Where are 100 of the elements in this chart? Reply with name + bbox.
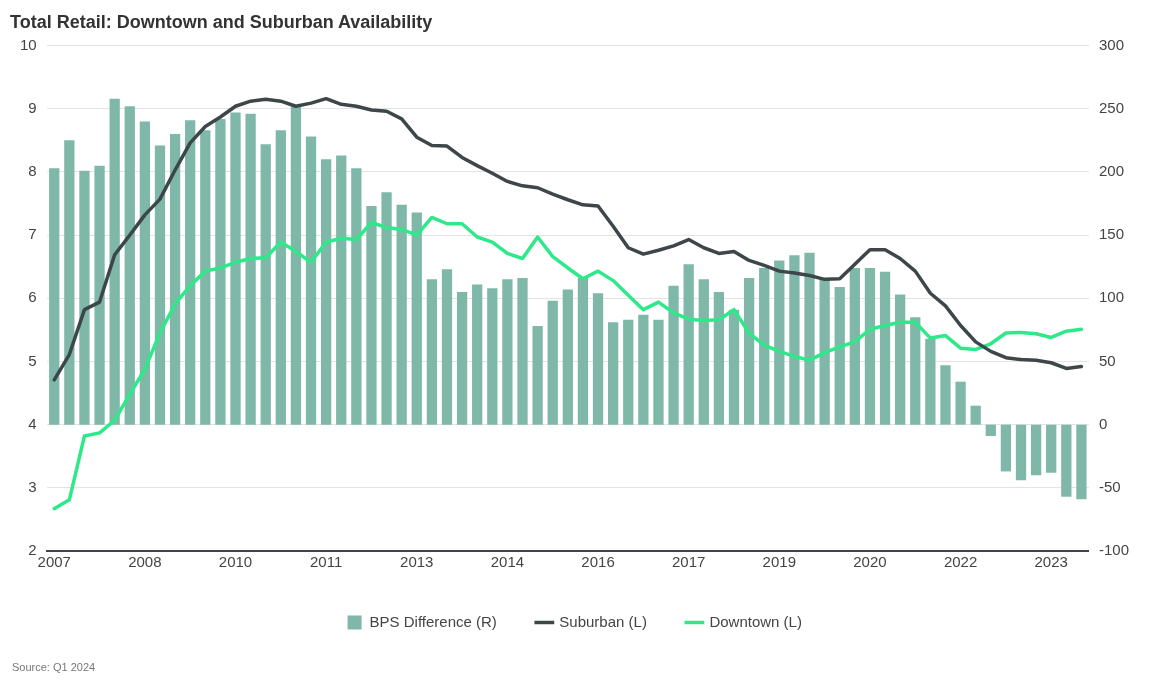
y2-tick-label: 50 [1098,351,1116,369]
bar [910,317,921,425]
bar [1076,424,1087,500]
bar [260,144,271,425]
bar [275,130,286,425]
bar [472,284,483,425]
bar [1015,424,1027,481]
y-tick-label: 6 [28,288,37,306]
y-tick-label: 8 [28,162,37,180]
bar [623,319,634,425]
bar [759,267,770,425]
bar [698,279,709,425]
y2-tick-label: -50 [1098,477,1121,495]
bar [441,269,453,425]
bar [502,279,513,425]
y-tick-label: 2 [28,541,37,559]
bar [608,322,619,425]
y2-tick-label: 300 [1098,35,1125,53]
bar [532,326,543,425]
bar [789,255,800,425]
source-note: Source: Q1 2024 [12,661,96,673]
bar [743,278,755,425]
y2-tick-label: 200 [1098,162,1125,180]
y-tick-label: 3 [28,477,37,495]
bar [774,260,785,425]
bar [1061,424,1072,497]
y2-tick-label: 0 [1098,414,1108,432]
bar [1000,424,1012,472]
bar [94,165,105,425]
bar [456,291,468,425]
bar [592,293,604,425]
bar [728,309,740,425]
bar [185,120,196,425]
x-tick-label: 2013 [400,553,434,571]
bar [79,170,90,425]
bar [139,121,151,425]
x-tick-label: 2016 [581,553,615,571]
bar [336,155,347,425]
bar [169,134,181,425]
bar [653,319,664,425]
y-tick-label: 10 [20,35,37,53]
bar [64,140,75,425]
x-tick-label: 2014 [490,553,525,571]
x-tick-label: 2007 [37,553,71,571]
bar [381,192,392,425]
bar [366,206,377,425]
bar [230,112,241,425]
bar [49,168,60,425]
bar [577,278,589,425]
bar [819,278,830,425]
bar [321,159,332,425]
bar [396,204,407,425]
bar [1046,424,1057,473]
bar [200,130,211,425]
bar [109,98,120,425]
bar [305,136,317,425]
bar [879,271,891,425]
y-tick-label: 5 [28,351,37,369]
bar [547,300,558,425]
bar [925,338,936,425]
bar [683,264,694,425]
bar [955,381,966,425]
chart-title: Total Retail: Downtown and Suburban Availability [10,11,433,32]
y-tick-label: 4 [28,414,37,432]
legend-label: Downtown (L) [709,612,802,630]
bar [411,212,422,425]
y2-tick-label: -100 [1098,541,1130,559]
y2-tick-label: 250 [1098,98,1125,116]
bar [124,106,135,425]
x-tick-label: 2019 [762,553,796,571]
bar [154,145,166,425]
bar [864,267,876,425]
bar [290,104,302,425]
bar [562,289,573,425]
bar [940,365,951,425]
y2-tick-label: 100 [1098,288,1125,306]
x-tick-label: 2017 [671,553,706,571]
bar [970,405,981,425]
bar [713,291,725,425]
x-tick-label: 2020 [853,553,887,571]
bar [426,279,438,425]
y2-tick-label: 150 [1098,225,1125,243]
legend-label: Suburban (L) [559,612,647,630]
x-tick-label: 2023 [1034,553,1068,571]
bar [804,252,815,425]
bar [517,278,528,425]
y-tick-label: 9 [28,98,37,116]
x-tick-label: 2008 [128,553,162,571]
x-tick-label: 2010 [218,553,253,571]
bar [668,285,679,425]
legend-label: BPS Difference (R) [369,612,497,630]
bar [215,118,226,425]
bar [985,424,996,437]
bar [638,314,649,425]
bar [1030,424,1042,476]
bar [834,286,845,425]
y-tick-label: 7 [28,225,37,243]
bar [849,267,860,425]
x-tick-label: 2011 [310,553,343,571]
x-tick-label: 2022 [943,553,978,571]
